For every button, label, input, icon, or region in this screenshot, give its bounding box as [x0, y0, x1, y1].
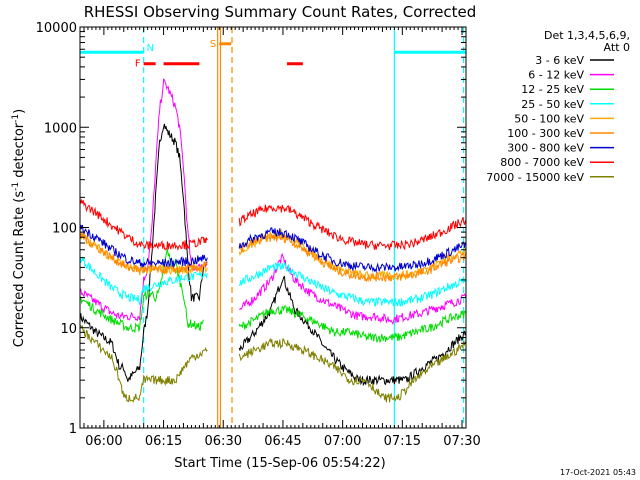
axes: 1 10 100 1000 10000 06:00 06:15 06:30 06:45 07:00… — [36, 21, 481, 449]
flag-marker-label: S — [210, 39, 216, 50]
y-axis-label-unit: detector — [12, 122, 27, 182]
series-line — [79, 324, 467, 403]
legend-label: 12 - 25 keV — [521, 83, 584, 96]
legend-label: 6 - 12 keV — [528, 69, 584, 82]
legend-label: 3 - 6 keV — [535, 54, 584, 67]
x-tick-label: 06:30 — [205, 434, 242, 449]
x-tick-label: 07:15 — [384, 434, 421, 449]
series-line — [79, 198, 467, 251]
series-line — [79, 123, 467, 387]
series-line — [79, 224, 467, 274]
legend-header-line-2: Att 0 — [604, 41, 630, 54]
x-tick-label: 06:00 — [85, 434, 122, 449]
legend-label: 7000 - 15000 keV — [486, 171, 584, 184]
x-tick-label: 07:00 — [324, 434, 361, 449]
y-tick-label: 1 — [69, 422, 77, 437]
legend-label: 25 - 50 keV — [521, 98, 584, 111]
x-tick-label: 06:45 — [264, 434, 301, 449]
chart-title: RHESSI Observing Summary Count Rates, Co… — [84, 3, 477, 21]
flag-marker-label: N — [147, 43, 154, 54]
legend-label: 800 - 7000 keV — [500, 156, 584, 169]
legend-label: 50 - 100 keV — [514, 112, 584, 125]
x-tick-label: 06:15 — [145, 434, 182, 449]
legend-header-line-1: Det 1,3,4,5,6,9, — [544, 29, 630, 42]
plot-area: NF S — [79, 27, 467, 428]
legend: Det 1,3,4,5,6,9, Att 0 3 - 6 keV 6 - 12 k… — [486, 29, 630, 184]
y-axis-label-close: ) — [12, 109, 27, 114]
y-tick-label: 100 — [52, 222, 77, 237]
series-line — [79, 78, 467, 325]
footer-timestamp: 17-Oct-2021 05:43 — [560, 468, 636, 477]
y-axis-label: Corrected Count Rate (s-1 detector-1) — [11, 109, 27, 347]
x-tick-label: 07:30 — [443, 434, 480, 449]
x-axis-label: Start Time (15-Sep-06 05:54:22) — [174, 456, 385, 471]
y-tick-label: 10 — [60, 322, 77, 337]
y-tick-label: 1000 — [44, 121, 77, 136]
y-axis-label-exponent: -1 — [11, 182, 21, 191]
y-axis-label-main: Corrected Count Rate (s — [12, 191, 27, 348]
legend-label: 300 - 800 keV — [507, 142, 584, 155]
legend-label: 100 - 300 keV — [507, 127, 584, 140]
series-line — [80, 248, 467, 344]
series-line — [79, 255, 467, 307]
series-line — [79, 230, 467, 283]
y-tick-label: 10000 — [36, 21, 77, 36]
flag-marker-label: F — [135, 59, 141, 70]
y-axis-label-exponent-2: -1 — [11, 114, 21, 123]
